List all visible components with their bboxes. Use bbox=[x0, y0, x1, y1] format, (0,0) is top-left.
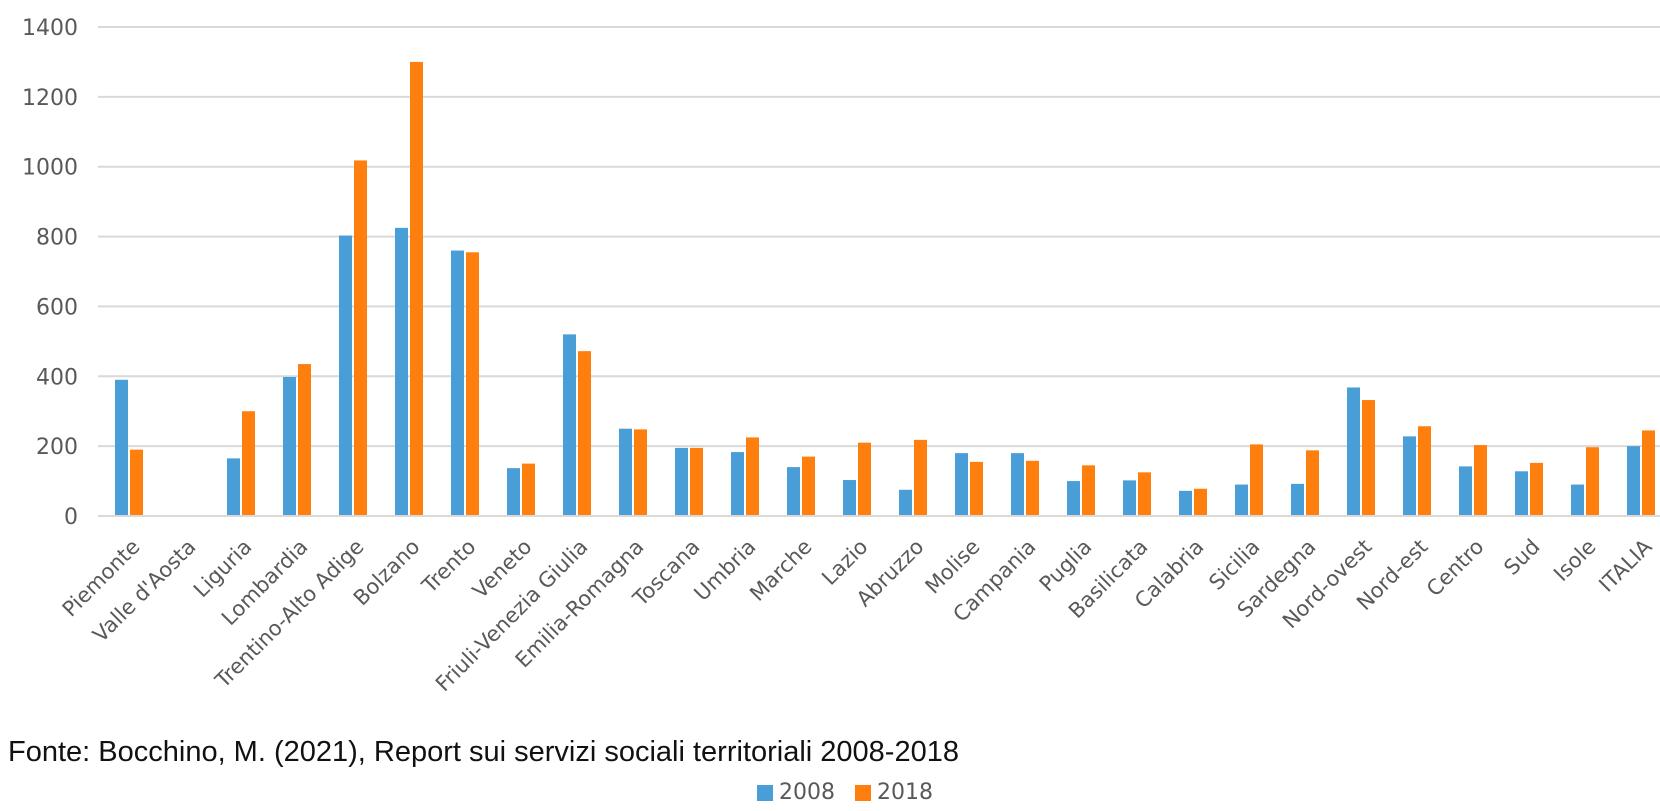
bar-2018 bbox=[1586, 447, 1599, 516]
legend-label-2008: 2008 bbox=[779, 780, 835, 805]
bar-2018 bbox=[1082, 465, 1095, 516]
x-tick-label: Centro bbox=[1422, 535, 1489, 602]
legend: 2008 2018 bbox=[757, 780, 933, 806]
bar-2018 bbox=[1250, 444, 1263, 516]
bar-2008 bbox=[115, 379, 128, 516]
bar-2018 bbox=[802, 456, 815, 516]
legend-swatch-2018 bbox=[855, 785, 871, 801]
bar-2008 bbox=[843, 480, 856, 516]
bar-2008 bbox=[507, 468, 520, 516]
y-tick-label: 0 bbox=[64, 505, 78, 530]
bar-2008 bbox=[451, 250, 464, 517]
bar-2018 bbox=[746, 437, 759, 516]
legend-item-2008: 2008 bbox=[757, 780, 835, 806]
bar-2018 bbox=[1194, 488, 1207, 516]
legend-swatch-2008 bbox=[757, 785, 773, 801]
y-tick-label: 800 bbox=[36, 226, 78, 251]
bar-2018 bbox=[242, 411, 255, 516]
legend-item-2018: 2018 bbox=[855, 780, 933, 806]
bar-2008 bbox=[1459, 466, 1472, 516]
bar-2008 bbox=[227, 458, 240, 516]
bar-2018 bbox=[690, 447, 703, 516]
bar-2008 bbox=[675, 447, 688, 516]
bar-2008 bbox=[1011, 453, 1024, 516]
bar-2018 bbox=[522, 463, 535, 516]
y-tick-label: 400 bbox=[36, 365, 78, 390]
bar-2008 bbox=[955, 453, 968, 516]
bar-2008 bbox=[899, 489, 912, 516]
y-axis-ticks: 0 200 400 600 800 1000 1200 1400 bbox=[22, 16, 78, 530]
source-note: Fonte: Bocchino, M. (2021), Report sui s… bbox=[8, 736, 959, 768]
bar-2008 bbox=[787, 467, 800, 516]
y-tick-label: 1000 bbox=[22, 156, 78, 181]
bar-2018 bbox=[858, 442, 871, 516]
bar-2008 bbox=[1291, 483, 1304, 516]
bar-2018 bbox=[634, 429, 647, 516]
x-tick-label: Isole bbox=[1549, 535, 1600, 586]
bar-2008 bbox=[563, 334, 576, 516]
bar-2008 bbox=[1235, 484, 1248, 516]
x-tick-label: Marche bbox=[745, 535, 816, 606]
bar-2008 bbox=[731, 452, 744, 516]
bar-2018 bbox=[410, 61, 423, 517]
bar-2018 bbox=[1474, 445, 1487, 516]
bar-2018 bbox=[1306, 450, 1319, 516]
bar-2018 bbox=[130, 449, 143, 516]
bar-2018 bbox=[914, 439, 927, 516]
bar-2018 bbox=[1026, 460, 1039, 516]
bar-2008 bbox=[283, 376, 296, 516]
bar-2018 bbox=[1642, 430, 1655, 516]
bar-2008 bbox=[1123, 480, 1136, 516]
bar-2018 bbox=[578, 351, 591, 516]
bar-2008 bbox=[1067, 481, 1080, 516]
y-tick-label: 200 bbox=[36, 435, 78, 460]
bar-2008 bbox=[1347, 387, 1360, 516]
legend-label-2018: 2018 bbox=[877, 780, 933, 805]
bar-2008 bbox=[1179, 490, 1192, 516]
bar-chart: 0 200 400 600 800 1000 1200 1400 PiemonteValle … bbox=[22, 16, 1660, 696]
bar-2018 bbox=[1418, 426, 1431, 516]
bar-2018 bbox=[466, 252, 479, 516]
y-tick-label: 1200 bbox=[22, 86, 78, 111]
bar-2018 bbox=[1530, 462, 1543, 516]
bar-2018 bbox=[354, 160, 367, 517]
bar-2018 bbox=[1138, 472, 1151, 516]
bar-2008 bbox=[1515, 471, 1528, 516]
bar-2008 bbox=[1571, 484, 1584, 516]
bar-2008 bbox=[1627, 446, 1640, 516]
bars bbox=[98, 61, 1660, 517]
bar-2008 bbox=[395, 227, 408, 516]
bar-2018 bbox=[298, 364, 311, 516]
bar-2008 bbox=[619, 428, 632, 516]
x-tick-label: Sud bbox=[1499, 535, 1544, 580]
y-tick-label: 1400 bbox=[22, 16, 78, 41]
x-tick-label: ITALIA bbox=[1594, 534, 1657, 597]
bar-2018 bbox=[970, 461, 983, 516]
bar-2008 bbox=[339, 235, 352, 517]
bar-2008 bbox=[1403, 436, 1416, 516]
y-tick-label: 600 bbox=[36, 295, 78, 320]
bar-2018 bbox=[1362, 400, 1375, 516]
